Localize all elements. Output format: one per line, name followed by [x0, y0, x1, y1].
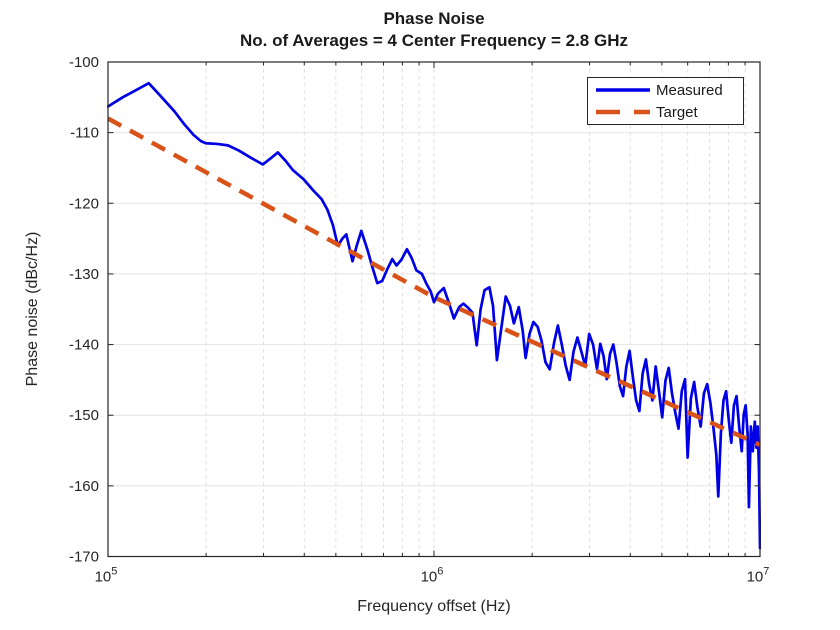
- y-tick-label: -120: [69, 195, 99, 212]
- legend-label-target: Target: [656, 103, 698, 121]
- y-tick-label: -170: [69, 549, 99, 566]
- x-axis-label: Frequency offset (Hz): [357, 598, 511, 615]
- gridlines: [108, 62, 760, 557]
- measured-line: [107, 81, 761, 550]
- y-tick-labels: -100 -110 -120 -130 -140 -150 -160 -170: [69, 54, 99, 566]
- x-tick-label: 107: [747, 566, 770, 586]
- legend-item-measured: Measured: [588, 80, 743, 100]
- chart-title: Phase Noise: [383, 9, 485, 28]
- series-lines: [107, 81, 761, 550]
- legend-item-target: Target: [588, 102, 743, 122]
- y-tick-label: -140: [69, 337, 99, 354]
- legend: Measured Target: [587, 77, 744, 125]
- y-tick-label: -110: [70, 125, 99, 142]
- chart-subtitle: No. of Averages = 4 Center Frequency = 2…: [240, 31, 628, 51]
- y-axis-label: Phase noise (dBc/Hz): [24, 231, 41, 387]
- legend-label-measured: Measured: [656, 81, 723, 99]
- y-tick-label: -160: [69, 478, 99, 495]
- x-tick-labels: 105 106 107: [95, 566, 770, 586]
- y-tick-label: -100: [69, 54, 99, 71]
- measured-line-swatch: [596, 88, 650, 92]
- x-tick-label: 106: [421, 566, 444, 586]
- tick-marks: [107, 61, 761, 557]
- target-line-swatch: [596, 109, 650, 115]
- target-line: [107, 116, 761, 447]
- title-block: Phase Noise No. of Averages = 4 Center F…: [108, 8, 760, 53]
- y-tick-label: -150: [69, 407, 99, 424]
- x-tick-label: 105: [95, 566, 118, 586]
- y-tick-label: -130: [69, 266, 99, 283]
